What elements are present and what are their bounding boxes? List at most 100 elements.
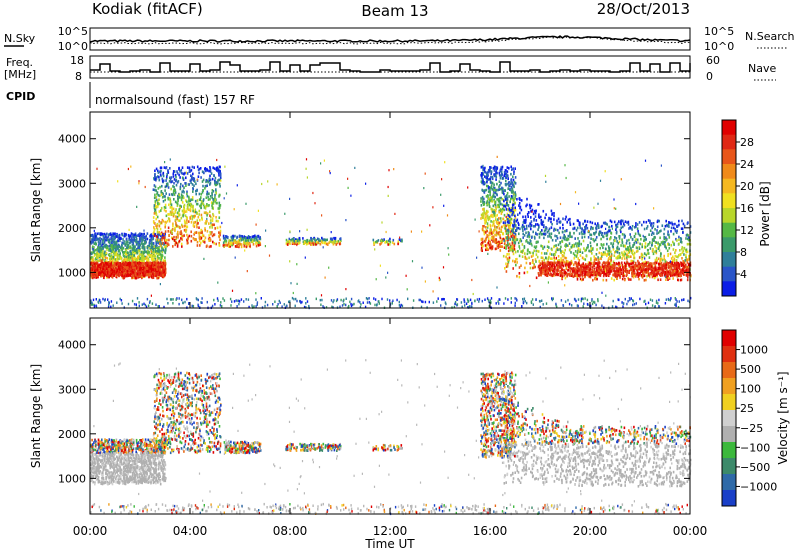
echo-cell (543, 245, 546, 249)
echo-cell (467, 306, 469, 309)
echo-cell (359, 305, 362, 309)
echo-cell (130, 256, 133, 260)
echo-cell (92, 298, 95, 302)
echo-cell (677, 255, 679, 259)
echo-cell (114, 252, 116, 256)
echo-cell (302, 240, 305, 243)
echo-cell (480, 165, 483, 169)
echo-cell (487, 197, 490, 200)
echo-cell (109, 249, 112, 253)
echo-cell (194, 220, 197, 224)
echo-cell (110, 272, 113, 276)
echo-cell (478, 300, 480, 303)
echo-cell (506, 212, 509, 216)
echo-cell (90, 252, 93, 256)
echo-cell (181, 223, 183, 227)
echo-cell (595, 230, 597, 234)
echo-cell (217, 207, 220, 210)
echo-cell (143, 236, 146, 239)
echo-cell (283, 303, 285, 306)
station-title: Kodiak (fitACF) (92, 0, 203, 18)
echo-cell (205, 179, 208, 182)
echo-cell (100, 244, 103, 247)
echo-cell (162, 273, 165, 277)
echo-cell (144, 268, 146, 272)
echo-cell (201, 301, 203, 304)
echo-cell (108, 233, 110, 236)
echo-cell (206, 179, 209, 183)
echo-cell (132, 266, 134, 269)
echo-cell (669, 298, 671, 302)
echo-cell (654, 228, 656, 231)
echo-cell (593, 300, 595, 304)
echo-cell (218, 178, 220, 182)
echo-cell (152, 276, 155, 279)
nsky-tick-low: 10^0 (58, 40, 88, 53)
echo-cell (490, 301, 492, 304)
echo-cell (482, 166, 485, 170)
echo-cell (154, 193, 156, 197)
echo-cell (568, 302, 571, 306)
echo-cell (525, 231, 527, 235)
echo-cell (645, 253, 648, 257)
echo-cell (150, 234, 152, 238)
echo-cell (493, 210, 495, 214)
echo-cell (522, 300, 525, 304)
echo-cell (188, 234, 191, 238)
echo-cell (212, 212, 214, 216)
echo-cell (218, 235, 220, 239)
echo-cell (235, 240, 238, 244)
echo-cell (141, 269, 144, 272)
echo-cell (211, 219, 214, 223)
echo-cell (173, 198, 175, 201)
echo-cell (94, 241, 97, 245)
echo-cell (440, 304, 442, 307)
echo-cell (506, 198, 509, 202)
echo-cell (95, 266, 98, 270)
echo-cell (129, 246, 132, 249)
echo-cell (129, 264, 131, 267)
echo-cell (510, 217, 512, 221)
echo-cell (456, 303, 459, 306)
echo-cell (168, 180, 171, 183)
echo-cell (500, 245, 502, 248)
echo-cell (96, 257, 98, 261)
echo-cell (514, 201, 516, 205)
echo-cell (127, 251, 129, 255)
echo-cell (332, 241, 335, 245)
echo-cell (153, 226, 155, 229)
echo-cell (497, 199, 500, 203)
echo-cell (97, 255, 99, 258)
echo-cell (118, 253, 120, 257)
echo-cell (216, 226, 219, 230)
echo-cell (169, 213, 171, 216)
echo-cell (511, 196, 513, 200)
echo-cell (577, 219, 579, 223)
echo-cell (153, 234, 156, 237)
echo-cell (489, 233, 491, 236)
echo-cell (149, 272, 151, 275)
echo-cell (112, 235, 114, 238)
echo-cell (381, 240, 383, 244)
echo-cell (647, 272, 650, 275)
echo-cell (175, 183, 178, 187)
echo-cell (174, 215, 177, 218)
echo-cell (506, 218, 508, 221)
echo-cell (333, 236, 335, 240)
echo-cell (289, 300, 291, 303)
echo-cell (208, 238, 211, 241)
echo-cell (180, 230, 182, 233)
echo-cell (114, 251, 116, 254)
echo-cell (100, 252, 102, 256)
echo-cell (601, 232, 603, 235)
echo-cell (179, 170, 181, 173)
echo-cell (181, 235, 184, 238)
echo-cell (139, 270, 141, 273)
echo-cell (158, 231, 161, 234)
echo-cell (501, 245, 503, 248)
echo-cell (139, 240, 141, 243)
echo-cell (154, 175, 156, 179)
echo-cell (183, 203, 186, 207)
echo-cell (550, 253, 553, 256)
